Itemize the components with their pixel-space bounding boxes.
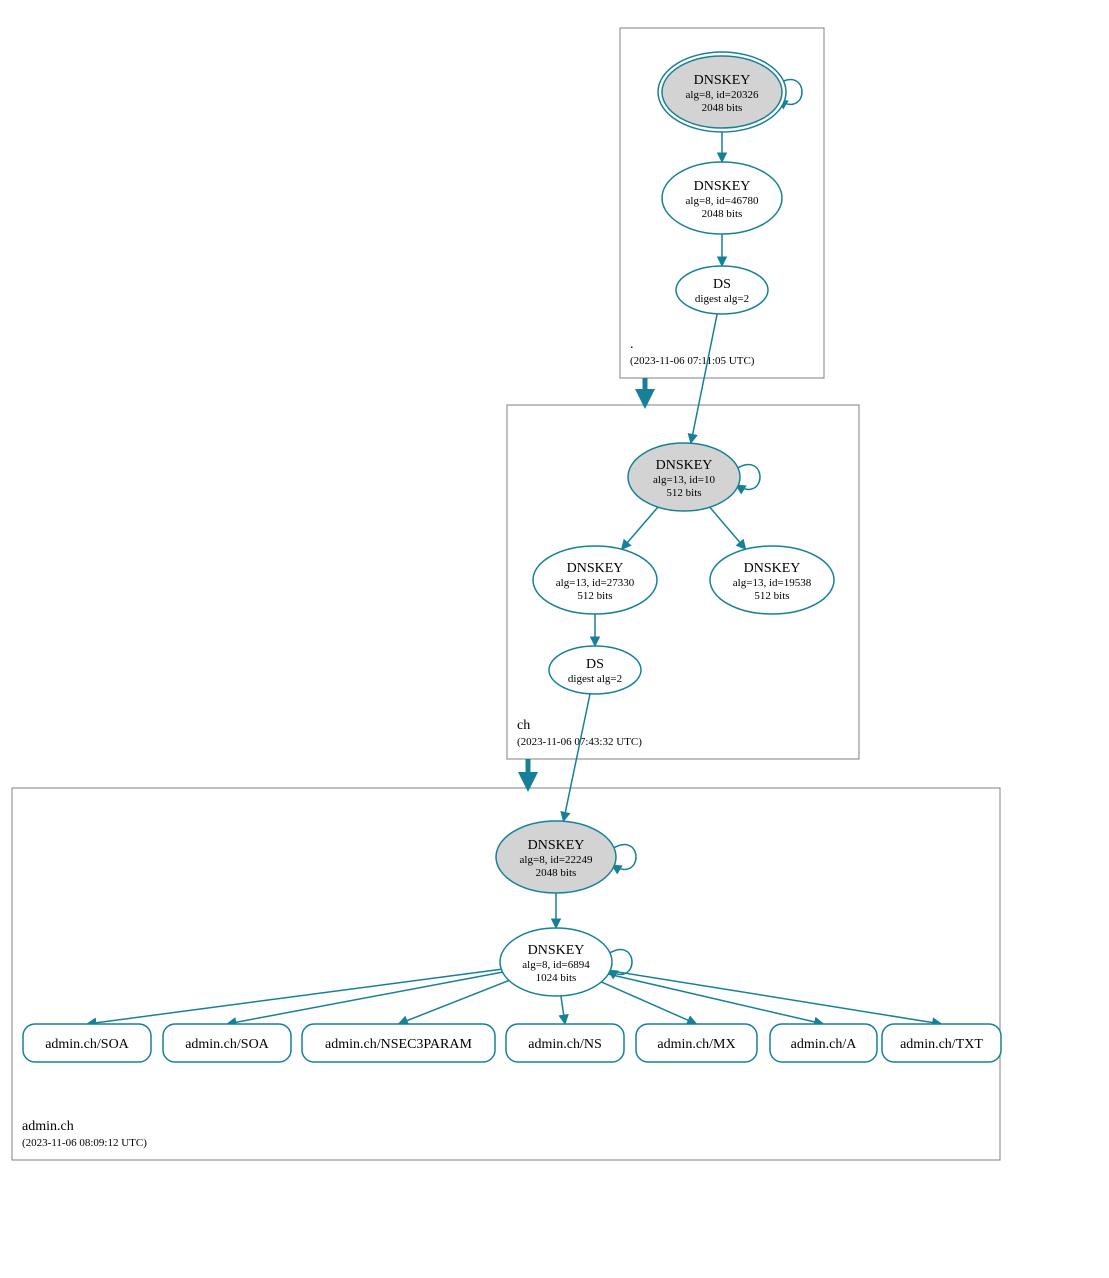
edge	[622, 507, 658, 549]
node-line2-ch_zsk2: alg=13, id=19538	[733, 577, 812, 589]
zone-timestamp-root: (2023-11-06 07:11:05 UTC)	[630, 355, 755, 367]
rr-label-rr_mx: admin.ch/MX	[657, 1037, 735, 1052]
node-line2-admin_ksk: alg=8, id=22249	[520, 854, 593, 866]
node-title-ch_ksk: DNSKEY	[656, 458, 713, 473]
rr-label-rr_a: admin.ch/A	[791, 1037, 858, 1052]
node-line3-root_zsk: 2048 bits	[702, 208, 743, 220]
edge	[563, 694, 590, 821]
rr-label-rr_ns: admin.ch/NS	[528, 1037, 602, 1052]
node-line3-root_ksk: 2048 bits	[702, 102, 743, 114]
node-title-ch_zsk2: DNSKEY	[744, 561, 801, 576]
node-line2-ch_ds: digest alg=2	[568, 673, 622, 685]
node-title-ch_ds: DS	[586, 657, 604, 672]
zone-timestamp-admin: (2023-11-06 08:09:12 UTC)	[22, 1137, 147, 1149]
edge-rr	[227, 972, 503, 1024]
node-line2-root_zsk: alg=8, id=46780	[686, 195, 759, 207]
node-title-root_ksk: DNSKEY	[694, 73, 751, 88]
node-line2-root_ds: digest alg=2	[695, 293, 749, 305]
node-title-admin_zsk: DNSKEY	[528, 943, 585, 958]
node-line3-ch_zsk1: 512 bits	[577, 590, 612, 602]
edge-rr	[399, 980, 510, 1024]
node-line2-admin_zsk: alg=8, id=6894	[522, 959, 590, 971]
node-title-admin_ksk: DNSKEY	[528, 838, 585, 853]
rr-label-rr_nsec3: admin.ch/NSEC3PARAM	[325, 1037, 472, 1052]
edge-rr	[87, 969, 501, 1024]
node-title-ch_zsk1: DNSKEY	[567, 561, 624, 576]
rr-label-rr_soa1: admin.ch/SOA	[45, 1037, 129, 1052]
node-title-root_ds: DS	[713, 277, 731, 292]
node-line3-ch_ksk: 512 bits	[666, 487, 701, 499]
node-line2-root_ksk: alg=8, id=20326	[686, 89, 759, 101]
edge-rr	[601, 982, 696, 1024]
zone-label-ch: ch	[517, 718, 530, 733]
node-line2-ch_ksk: alg=13, id=10	[653, 474, 715, 486]
node-line3-admin_zsk: 1024 bits	[536, 972, 577, 984]
edge-rr	[561, 996, 565, 1024]
dnssec-diagram: . (2023-11-06 07:11:05 UTC) ch (2023-11-06 …	[0, 0, 1109, 1278]
node-line3-ch_zsk2: 512 bits	[754, 590, 789, 602]
node-line2-ch_zsk1: alg=13, id=27330	[556, 577, 635, 589]
node-line3-admin_ksk: 2048 bits	[536, 867, 577, 879]
zone-label-admin: admin.ch	[22, 1119, 74, 1134]
edge	[691, 314, 717, 443]
zone-label-root: .	[630, 337, 634, 352]
edge-rr	[610, 971, 941, 1024]
rr-label-rr_soa2: admin.ch/SOA	[185, 1037, 269, 1052]
rr-label-rr_txt: admin.ch/TXT	[900, 1037, 983, 1052]
node-title-root_zsk: DNSKEY	[694, 179, 751, 194]
edge	[710, 507, 746, 549]
